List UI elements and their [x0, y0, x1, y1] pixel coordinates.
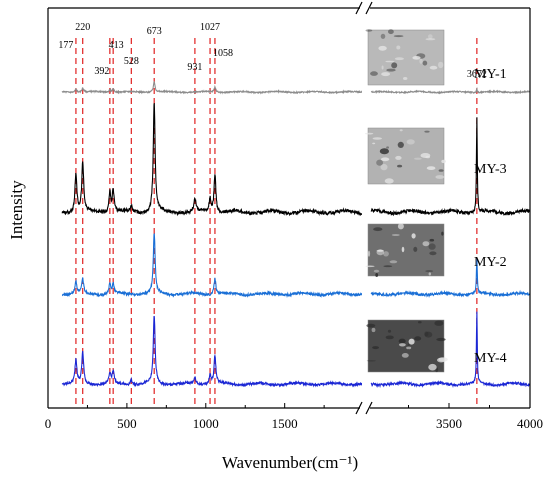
inset-images-layer: [364, 29, 448, 373]
peak-label-3672: 3672: [467, 69, 487, 80]
x-tick-label-0: 0: [45, 416, 52, 431]
peak-label-392: 392: [94, 66, 109, 77]
axis-break-mark-top-2: [365, 1, 373, 15]
specimen-photo-my-1: [365, 29, 445, 86]
series-label-my-3: MY-3: [474, 162, 507, 177]
axis-break-mark-bottom-1: [355, 401, 363, 415]
axis-break-mark-bottom-2: [365, 401, 373, 415]
series-label-my-2: MY-2: [474, 255, 507, 270]
x-tick-label-1000: 1000: [193, 416, 219, 431]
peak-label-528: 528: [124, 56, 139, 67]
series-line-my-4-left: [61, 315, 362, 388]
reference-lines-layer: [75, 38, 478, 408]
series-line-my-1-right: [370, 86, 530, 95]
specimen-photo-my-2: [365, 223, 445, 277]
series-label-my-1: MY-1: [474, 67, 507, 82]
peak-label-673: 673: [147, 26, 162, 37]
peak-label-413: 413: [109, 40, 124, 51]
series-line-my-4-right: [370, 311, 530, 389]
series-line-my-2-right: [370, 258, 530, 298]
x-tick-label-1500: 1500: [272, 416, 298, 431]
series-line-my-2-left: [61, 233, 362, 298]
y-axis-title: Intensity: [7, 180, 26, 240]
x-tick-label-500: 500: [117, 416, 137, 431]
specimen-photo-my-3: [364, 127, 446, 185]
series-label-my-4: MY-4: [474, 351, 507, 366]
peak-label-931: 931: [187, 62, 202, 73]
series-line-my-3-left: [61, 103, 362, 217]
series-line-my-1-left: [61, 80, 362, 95]
series-my-2: MY-2: [61, 233, 530, 298]
series-layer: MY-1 MY-3 MY-2 MY-4: [61, 67, 530, 389]
series-my-4: MY-4: [61, 311, 530, 389]
peak-label-220: 220: [75, 22, 90, 33]
axis-break-mark-top-1: [355, 1, 363, 15]
peak-label-177: 177: [58, 40, 73, 51]
x-tick-label-3500: 3500: [436, 416, 462, 431]
axes-layer: [47, 1, 531, 415]
x-axis-title: Wavenumber(cm⁻¹): [222, 453, 358, 472]
specimen-photo-my-4: [366, 319, 448, 373]
peak-label-1027: 1027: [200, 22, 220, 33]
series-my-3: MY-3: [61, 103, 530, 217]
peak-label-1058: 1058: [213, 48, 233, 59]
x-tick-label-4000: 4000: [517, 416, 543, 431]
series-my-1: MY-1: [61, 67, 530, 95]
series-line-my-3-right: [370, 117, 530, 217]
